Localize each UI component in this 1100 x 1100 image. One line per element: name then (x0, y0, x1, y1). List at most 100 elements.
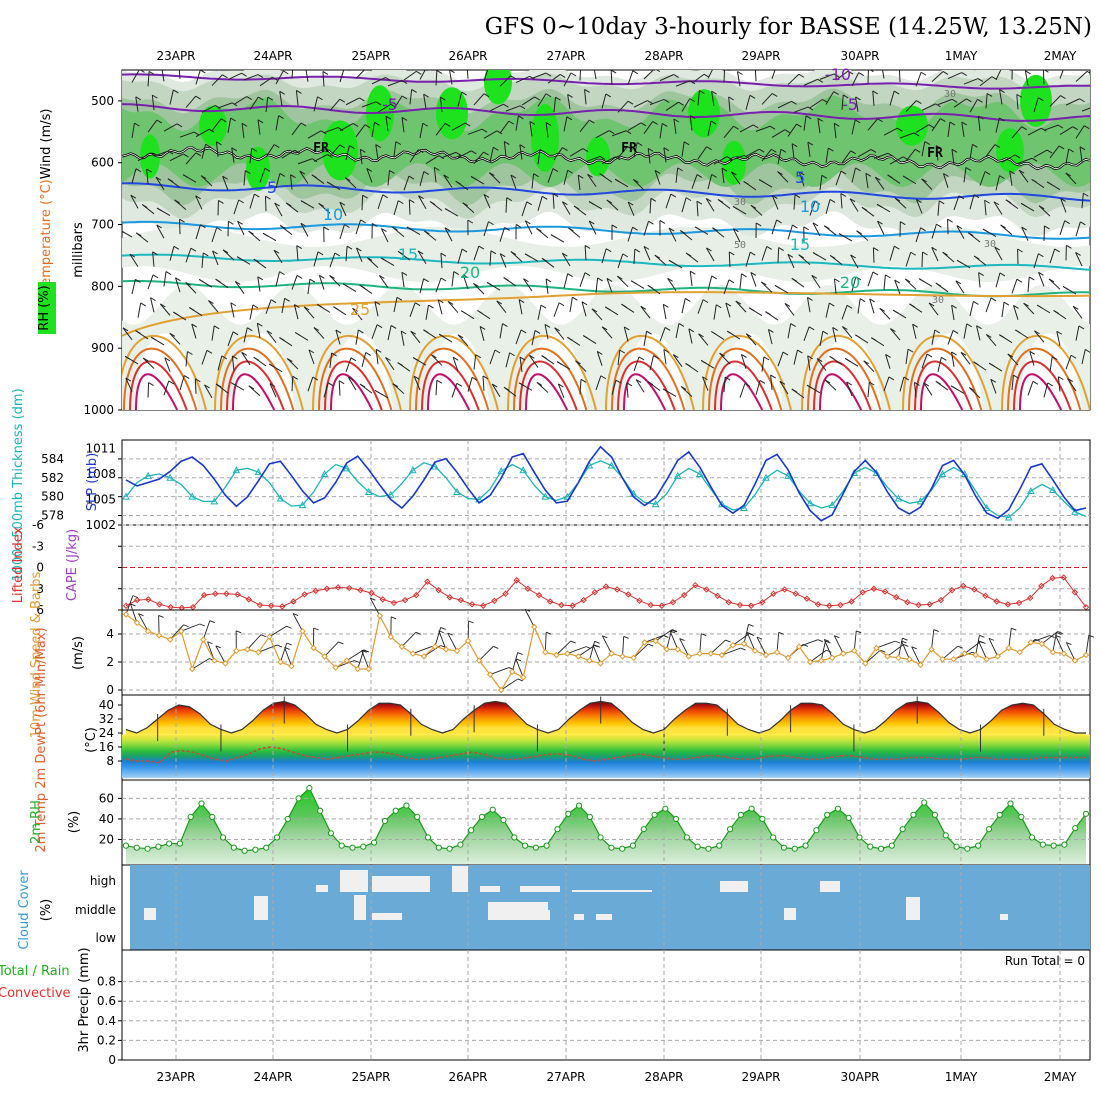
wind-barb-flag (1062, 286, 1069, 290)
pressure-tick-label: 1000 (83, 403, 114, 417)
wind-barb-flag (418, 149, 424, 154)
thickness-marker (695, 469, 704, 477)
thickness-marker (607, 461, 616, 469)
wind-barb-flag (300, 222, 307, 227)
wind-barb (851, 72, 860, 87)
wind-barb-flag (913, 132, 920, 137)
wind-barb-flag (863, 360, 869, 365)
wind-barb (265, 144, 275, 158)
wind-barb-flag (599, 155, 606, 160)
lifted-index-marker (625, 591, 632, 598)
wind-barb (1033, 253, 1039, 269)
wind-barb-flag (799, 171, 805, 176)
wind-barb (990, 379, 997, 394)
wind-barb-flag (1016, 278, 1023, 283)
wind-barb (905, 349, 909, 365)
rh-marker (975, 842, 982, 849)
wind10m-barb (601, 635, 612, 654)
wind-barb-flag (711, 90, 717, 95)
wind-barb-flag (588, 201, 595, 205)
wind-barb (883, 376, 890, 392)
wind-barb (359, 149, 363, 165)
wind-barb-flag (705, 198, 712, 202)
rh-contour-label: 30 (944, 89, 956, 100)
wind-barb-flag (273, 249, 280, 254)
wind-barb-flag (1046, 149, 1053, 154)
wind-barb-flag (444, 227, 451, 232)
wind-barb-flag (986, 92, 993, 97)
wind-barb-flag (423, 93, 429, 98)
wind-barb-flag (284, 297, 290, 302)
wind-barb (713, 304, 717, 320)
wind-barb (329, 352, 333, 368)
wind-speed-marker (310, 644, 317, 652)
wind-barb (672, 354, 683, 368)
wind-barb (659, 327, 666, 342)
wind-barb-flag (890, 328, 896, 333)
wind-barb-flag (410, 330, 417, 335)
rh-marker (198, 800, 205, 807)
wind-barb-flag (438, 155, 445, 160)
wind-barb (681, 141, 685, 157)
wind-barb-flag (241, 72, 247, 77)
wind-barb (873, 152, 889, 159)
wind-barb (241, 123, 245, 139)
lifted-index-marker (212, 590, 219, 597)
wind-barb (872, 247, 875, 263)
wind-barb-flag (999, 175, 1005, 180)
wind-barb-flag (503, 386, 510, 391)
lifted-index-marker (859, 589, 866, 596)
rh-marker (716, 842, 723, 849)
wind-barb-flag (647, 381, 654, 386)
wind-barb (545, 278, 549, 294)
wind-barb-flag (573, 205, 580, 210)
wind-speed-marker (1071, 657, 1079, 664)
wind-barb (499, 323, 503, 339)
wind-barb (425, 155, 440, 164)
wind-barb (1049, 248, 1056, 264)
wind-barb-flag (462, 202, 469, 207)
wind-barb (681, 98, 691, 112)
wind-barb-flag (417, 250, 424, 255)
thickness-marker (872, 469, 881, 477)
wind-barb-flag (972, 143, 978, 148)
wind-barb (1042, 70, 1045, 85)
wind-barb (793, 349, 798, 365)
wind10m-barb-flag (647, 643, 654, 647)
wind-barb-flag (916, 199, 922, 203)
wind-barb-flag (792, 224, 798, 229)
wind-barb (482, 375, 485, 391)
top-date-label: 30APR (840, 49, 879, 63)
wind-barb (616, 275, 629, 288)
wind10m-barb-flag (826, 649, 832, 653)
wind10m-barb (130, 603, 138, 623)
wind-barb-flag (865, 172, 872, 177)
wind10m-barb-flag (1066, 642, 1072, 645)
wind-barb-flag (552, 168, 559, 172)
wind-barb (431, 354, 443, 366)
wind-barb (969, 144, 973, 160)
wind-barb (931, 224, 937, 239)
wind-barb-flag (139, 70, 145, 73)
wind10m-barb-flag (515, 658, 522, 662)
wind10m-barb-flag (903, 644, 909, 647)
wind-barb (659, 123, 663, 139)
wind-barb-flag (182, 174, 189, 179)
wind-barb (1043, 382, 1049, 398)
wind-barb-flag (1044, 225, 1050, 230)
wind-barb-flag (156, 207, 163, 212)
wind-barb-flag (175, 277, 181, 282)
wind-speed-marker (508, 668, 516, 676)
wind-barb (231, 355, 235, 371)
wind-barb (1027, 127, 1042, 136)
rh-marker (1082, 810, 1090, 817)
wind-barb-flag (630, 280, 637, 285)
thickness-marker (1026, 486, 1035, 494)
wind-barb (841, 94, 844, 110)
wind-barb (723, 70, 725, 83)
wind-barb (536, 382, 549, 393)
wind10m-barb (500, 678, 519, 691)
wind-barb (227, 72, 242, 81)
high-cloud-bar (820, 881, 840, 892)
wind-barb-flag (577, 174, 584, 179)
